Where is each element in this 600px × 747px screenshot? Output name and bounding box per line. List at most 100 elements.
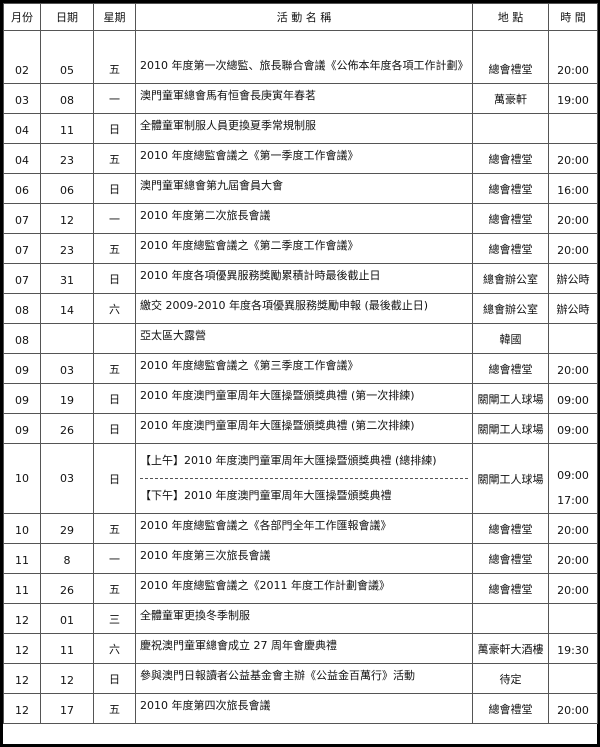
schedule-document: 月份 日期 星期 活 動 名 稱 地 點 時 間 02 05 五 2010 年度第一次…: [3, 3, 598, 744]
venue-cell: 總會禮堂: [472, 353, 549, 384]
table-row: 09 19 日 2010 年度澳門童軍周年大匯操暨頒獎典禮 (第一次排練) 關閘工人球場…: [3, 383, 598, 414]
time-cell: 20:00: [548, 513, 598, 544]
weekday-cell: 日: [93, 263, 136, 294]
venue-cell: 關閘工人球場: [472, 413, 549, 444]
table-row: 08 14 六繳交 2009-2010 年度各項優異服務獎勵申報 (最後截止日) 總會…: [3, 293, 598, 324]
header-weekday: 星期: [93, 3, 136, 31]
activity-cell: 2010 年度澳門童軍周年大匯操暨頒獎典禮 (第二次排練): [135, 413, 473, 444]
table-row: 07 12 一 2010 年度第二次旅長會議 總會禮堂 20:00: [3, 203, 598, 234]
venue-cell: 萬豪軒大酒樓: [472, 633, 549, 664]
venue-cell: 總會禮堂: [472, 173, 549, 204]
month-cell: 11: [3, 543, 41, 574]
venue-cell: 總會禮堂: [472, 573, 549, 604]
day-cell: 31: [40, 263, 94, 294]
time-cell: 19:00: [548, 83, 598, 114]
activity-cell: 2010 年度澳門童軍周年大匯操暨頒獎典禮 (第一次排練): [135, 383, 473, 414]
time-am: 09:00: [557, 469, 589, 482]
weekday-cell: 五: [93, 573, 136, 604]
time-cell: 20:00: [548, 693, 598, 724]
month-cell: 04: [3, 113, 41, 144]
month-cell: 12: [3, 663, 41, 694]
table-row: 07 31 日 2010 年度各項優異服務獎勵累積計時最後截止日 總會辦公室 辦公時: [3, 263, 598, 294]
day-cell: 23: [40, 233, 94, 264]
month-cell: 11: [3, 573, 41, 604]
table-row: 11 26 五 2010 年度總監會議之《2011 年度工作計劃會議》 總會禮堂 20:0…: [3, 573, 598, 604]
month-cell: 10: [3, 513, 41, 544]
day-cell: 19: [40, 383, 94, 414]
month-cell: 09: [3, 383, 41, 414]
day-cell: 03: [40, 443, 94, 514]
weekday-cell: 五: [93, 233, 136, 264]
header-venue: 地 點: [472, 3, 549, 31]
table-row: 02 05 五 2010 年度第一次總監、旅長聯合會議《公佈本年度各項工作計劃》 總會禮…: [3, 30, 598, 84]
venue-cell: [472, 603, 549, 634]
time-cell: 20:00: [548, 143, 598, 174]
day-cell: 11: [40, 633, 94, 664]
day-cell: 26: [40, 413, 94, 444]
day-cell: 06: [40, 173, 94, 204]
header-month: 月份: [3, 3, 41, 31]
weekday-cell: 六: [93, 293, 136, 324]
month-cell: 07: [3, 203, 41, 234]
time-cell: 09:00: [548, 383, 598, 414]
month-cell: 08: [3, 293, 41, 324]
weekday-cell: 五: [93, 353, 136, 384]
table-row: 04 23 五 2010 年度總監會議之《第一季度工作會議》 總會禮堂 20:00: [3, 143, 598, 174]
time-cell: 20:00: [548, 30, 598, 84]
venue-cell: 關閘工人球場: [472, 443, 549, 514]
month-cell: 12: [3, 633, 41, 664]
table-row: 11 8 一 2010 年度第三次旅長會議 總會禮堂 20:00: [3, 543, 598, 574]
time-cell: 20:00: [548, 573, 598, 604]
month-cell: 03: [3, 83, 41, 114]
weekday-cell: 一: [93, 203, 136, 234]
activity-cell: 2010 年度總監會議之《2011 年度工作計劃會議》: [135, 573, 473, 604]
venue-cell: 總會辦公室: [472, 263, 549, 294]
activity-cell: 澳門童軍總會馬有恒會長庚寅年春茗: [135, 83, 473, 114]
day-cell: 29: [40, 513, 94, 544]
month-cell: 07: [3, 233, 41, 264]
venue-cell: 總會禮堂: [472, 30, 549, 84]
month-cell: 09: [3, 353, 41, 384]
venue-cell: 待定: [472, 663, 549, 694]
weekday-cell: 三: [93, 603, 136, 634]
day-cell: 17: [40, 693, 94, 724]
activity-cell: 亞太區大露營: [135, 323, 473, 354]
table-row: 12 12 日參與澳門日報讀者公益基金會主辦《公益金百萬行》活動 待定: [3, 663, 598, 694]
month-cell: 02: [3, 30, 41, 84]
weekday-cell: 日: [93, 663, 136, 694]
venue-cell: 總會禮堂: [472, 513, 549, 544]
time-cell: 09:00 17:00: [548, 443, 598, 514]
weekday-cell: 六: [93, 633, 136, 664]
time-cell: 16:00: [548, 173, 598, 204]
activity-am: 【上午】2010 年度澳門童軍周年大匯操暨頒獎典禮 (總排練): [140, 444, 468, 479]
activity-cell: 2010 年度第一次總監、旅長聯合會議《公佈本年度各項工作計劃》: [135, 30, 473, 84]
activity-cell: 慶祝澳門童軍總會成立 27 周年會慶典禮: [135, 633, 473, 664]
weekday-cell: 日: [93, 383, 136, 414]
table-row: 06 06 日澳門童軍總會第九屆會員大會 總會禮堂 16:00: [3, 173, 598, 204]
activity-schedule-table: 月份 日期 星期 活 動 名 稱 地 點 時 間 02 05 五 2010 年度第一次…: [3, 3, 598, 724]
activity-cell: 2010 年度第三次旅長會議: [135, 543, 473, 574]
venue-cell: 總會禮堂: [472, 233, 549, 264]
weekday-cell: 五: [93, 30, 136, 84]
venue-cell: 關閘工人球場: [472, 383, 549, 414]
day-cell: 05: [40, 30, 94, 84]
day-cell: 08: [40, 83, 94, 114]
time-cell: 20:00: [548, 203, 598, 234]
table-row: 10 03 日 【上午】2010 年度澳門童軍周年大匯操暨頒獎典禮 (總排練) …: [3, 443, 598, 514]
time-cell: 20:00: [548, 353, 598, 384]
venue-cell: 總會禮堂: [472, 143, 549, 174]
day-cell: [40, 323, 94, 354]
activity-cell: 澳門童軍總會第九屆會員大會: [135, 173, 473, 204]
venue-cell: 總會辦公室: [472, 293, 549, 324]
month-cell: 07: [3, 263, 41, 294]
table-row: 07 23 五 2010 年度總監會議之《第二季度工作會議》 總會禮堂 20:00: [3, 233, 598, 264]
activity-cell: 2010 年度總監會議之《第二季度工作會議》: [135, 233, 473, 264]
activity-cell: 2010 年度總監會議之《第一季度工作會議》: [135, 143, 473, 174]
time-cell: [548, 603, 598, 634]
activity-cell: 2010 年度第四次旅長會議: [135, 693, 473, 724]
weekday-cell: [93, 323, 136, 354]
venue-cell: 總會禮堂: [472, 543, 549, 574]
weekday-cell: 日: [93, 443, 136, 514]
activity-cell: 2010 年度總監會議之《第三季度工作會議》: [135, 353, 473, 384]
weekday-cell: 一: [93, 543, 136, 574]
